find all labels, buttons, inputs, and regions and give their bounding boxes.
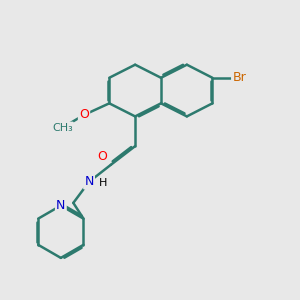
Text: N: N bbox=[84, 175, 94, 188]
Text: Br: Br bbox=[232, 71, 246, 84]
Text: O: O bbox=[79, 108, 89, 122]
Text: CH₃: CH₃ bbox=[52, 123, 73, 133]
Text: N: N bbox=[56, 199, 65, 212]
Text: H: H bbox=[99, 178, 107, 188]
Text: O: O bbox=[98, 150, 107, 163]
